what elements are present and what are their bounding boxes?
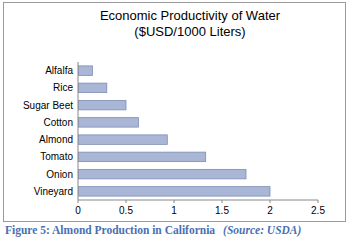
bar: [78, 66, 92, 75]
bar: [78, 169, 246, 178]
tick-label: 2.5: [311, 205, 325, 216]
chart-frame: [4, 3, 346, 222]
category-label: Alfalfa: [45, 65, 73, 76]
bar: [78, 100, 126, 109]
caption-source: (Source: USDA): [223, 224, 301, 237]
category-label: Onion: [46, 169, 73, 180]
category-label: Rice: [53, 82, 73, 93]
tick-mark: [318, 200, 319, 203]
chart-title: Economic Productivity of Water: [100, 8, 281, 23]
tick-mark: [270, 200, 271, 203]
bars: [78, 66, 270, 196]
category-label: Cotton: [44, 117, 73, 128]
tick-mark: [126, 200, 127, 203]
caption-text: Figure 5: Almond Production in Californi…: [5, 224, 215, 237]
bar: [78, 152, 206, 161]
tick-label: 0: [75, 205, 81, 216]
chart-svg: Economic Productivity of Water($USD/1000…: [0, 0, 350, 239]
tick-label: 1: [171, 205, 177, 216]
tick-mark: [222, 200, 223, 203]
tick-mark: [174, 200, 175, 203]
bar: [78, 118, 138, 127]
tick-label: 2: [267, 205, 273, 216]
tick-label: 0.5: [119, 205, 133, 216]
bar: [78, 187, 270, 196]
tick-mark: [78, 200, 79, 203]
tick-label: 1.5: [215, 205, 229, 216]
category-label: Vineyard: [34, 186, 73, 197]
caption: Figure 5: Almond Production in Californi…: [5, 224, 302, 237]
category-label: Almond: [39, 134, 73, 145]
chart-container: Economic Productivity of Water($USD/1000…: [0, 0, 350, 239]
value-axis: [78, 200, 318, 201]
bar: [78, 135, 167, 144]
category-label: Tomato: [40, 151, 73, 162]
category-axis: [78, 62, 79, 200]
category-label: Sugar Beet: [23, 100, 73, 111]
chart-title: ($USD/1000 Liters): [134, 24, 245, 39]
bar: [78, 83, 107, 92]
